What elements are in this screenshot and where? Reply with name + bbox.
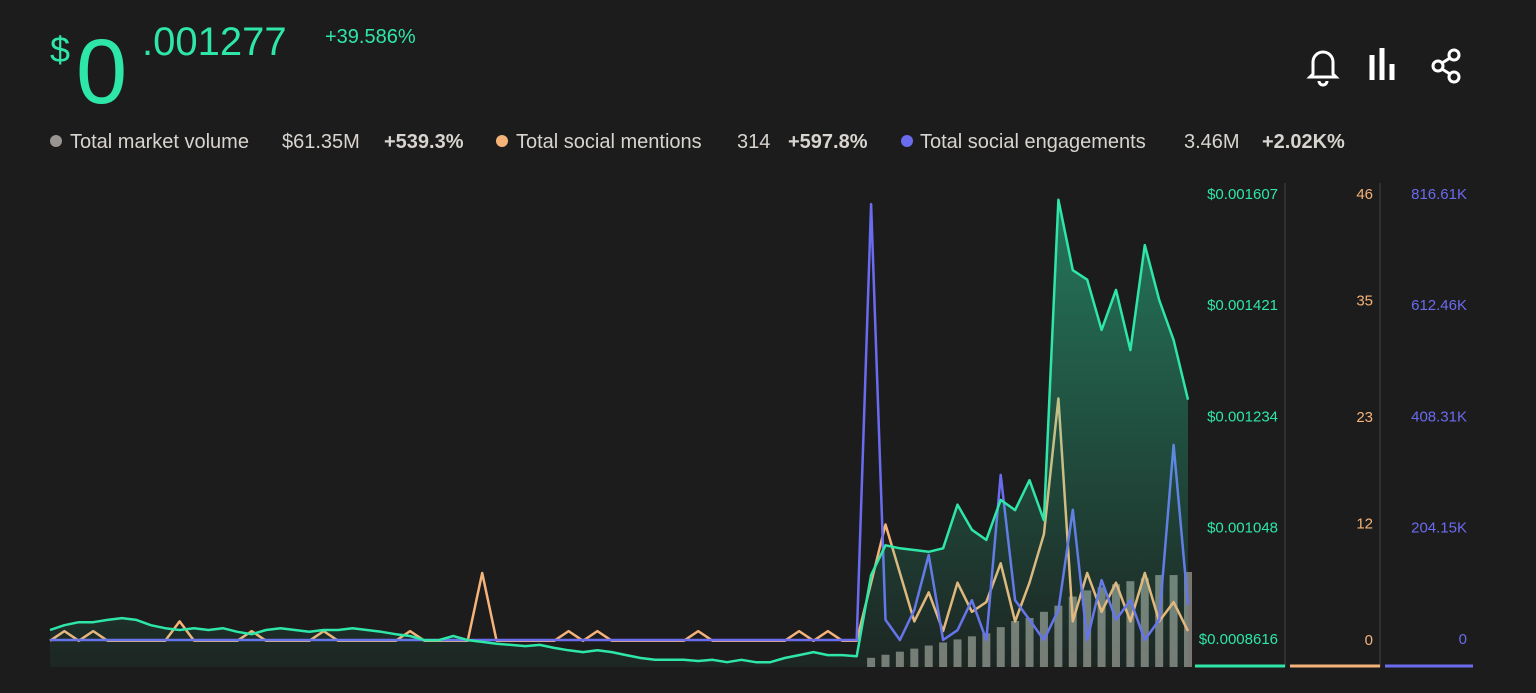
legend-dot (50, 135, 62, 147)
price-line (49, 198, 1190, 664)
price-dec: .001277 (142, 20, 287, 64)
legend-name: Total market volume (70, 131, 249, 153)
legend-name: Total social engagements (920, 131, 1146, 153)
y-tick-label: 612.46K (1411, 297, 1467, 314)
legend-name: Total social mentions (516, 131, 702, 153)
legend-dot (901, 135, 913, 147)
y-tick-label: 408.31K (1411, 408, 1467, 425)
price-int: 0 (76, 21, 127, 123)
price-change: +39.586% (325, 26, 416, 48)
chart-icon[interactable] (1369, 48, 1395, 80)
y-tick-label: 12 (1356, 515, 1373, 532)
y-tick-label: 0 (1365, 632, 1373, 649)
plot (49, 198, 1192, 668)
y-tick-label: 816.61K (1411, 186, 1467, 203)
y-tick-label: $0.001421 (1207, 297, 1278, 314)
legend-dot (496, 135, 508, 147)
price-area (50, 199, 1188, 668)
y-tick-label: 0 (1459, 631, 1467, 648)
y-tick-label: 23 (1356, 409, 1373, 426)
share-icon[interactable] (1431, 48, 1461, 84)
legend-total: 314 (737, 131, 770, 153)
alert-icon[interactable] (1306, 50, 1340, 87)
legend-total: $61.35M (282, 131, 360, 153)
y-tick-label: 204.15K (1411, 520, 1467, 537)
y-tick-label: $0.001607 (1207, 186, 1278, 203)
y-tick-label: $0.0008616 (1199, 631, 1278, 648)
legend-change: +2.02K% (1262, 131, 1345, 153)
y-tick-label: 35 (1356, 293, 1373, 310)
legend-change: +597.8% (788, 131, 868, 153)
legend-change: +539.3% (384, 131, 464, 153)
y-tick-label: $0.001234 (1207, 409, 1278, 426)
y-tick-label: $0.001048 (1207, 520, 1278, 537)
y-tick-label: 46 (1356, 186, 1373, 203)
currency: $ (50, 29, 70, 70)
legend-total: 3.46M (1184, 131, 1240, 153)
toolbar (1306, 48, 1461, 87)
